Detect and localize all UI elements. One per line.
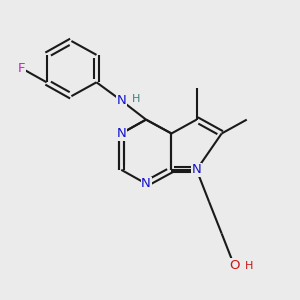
Text: H: H <box>132 94 140 104</box>
Text: N: N <box>116 127 126 140</box>
Text: N: N <box>116 94 126 107</box>
Text: N: N <box>192 163 201 176</box>
Text: N: N <box>141 177 151 190</box>
Text: O: O <box>229 259 239 272</box>
Text: F: F <box>18 62 26 75</box>
Text: H: H <box>245 261 253 271</box>
